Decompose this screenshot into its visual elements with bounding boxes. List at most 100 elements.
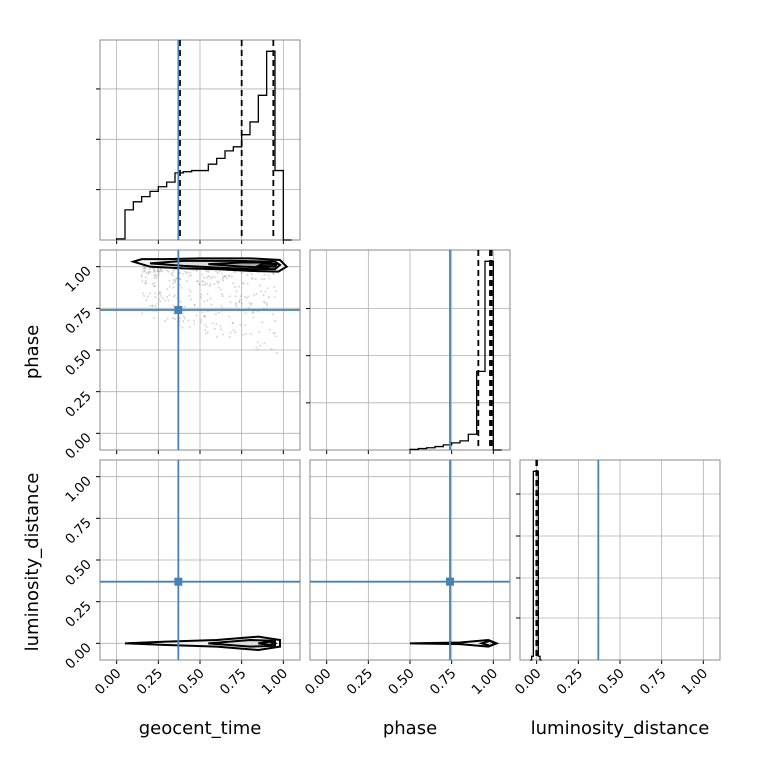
scatter-point (206, 275, 209, 278)
scatter-point (172, 304, 175, 307)
scatter-point (166, 288, 169, 291)
scatter-point (218, 280, 221, 283)
scatter-point (171, 274, 174, 277)
scatter-point (249, 332, 252, 335)
scatter-point (153, 270, 156, 273)
scatter-point (190, 298, 193, 301)
scatter-point (260, 277, 263, 280)
scatter-point (153, 269, 156, 272)
scatter-point (270, 348, 273, 351)
scatter-point (145, 299, 148, 302)
x-tick-label: 0.75 (637, 666, 670, 699)
y-tick-label: 1.00 (62, 263, 95, 296)
scatter-point (178, 284, 181, 287)
scatter-point (172, 269, 175, 272)
scatter-point (275, 290, 278, 293)
scatter-point (153, 285, 156, 288)
scatter-point (267, 296, 270, 299)
scatter-point (157, 298, 160, 301)
scatter-point (166, 296, 169, 299)
scatter-point (232, 321, 235, 324)
scatter-point (257, 348, 260, 351)
scatter-point (159, 294, 162, 297)
scatter-point (200, 321, 203, 324)
scatter-point (153, 276, 156, 279)
scatter-point (193, 303, 196, 306)
scatter-point (250, 273, 253, 276)
scatter-point (189, 291, 192, 294)
panel-frame (519, 459, 721, 661)
scatter-point (271, 272, 274, 275)
scatter-point (223, 275, 226, 278)
scatter-point (272, 273, 275, 276)
scatter-point (148, 304, 151, 307)
scatter-point (234, 303, 237, 306)
panel-phase-marginal (306, 249, 511, 454)
contour-fill (208, 640, 275, 647)
scatter-point (259, 284, 262, 287)
scatter-point (263, 273, 266, 276)
scatter-point (252, 311, 255, 314)
scatter-point (147, 270, 150, 273)
scatter-point (148, 268, 151, 271)
scatter-point (272, 332, 275, 335)
scatter-point (210, 277, 213, 280)
scatter-point (188, 288, 191, 291)
scatter-point (228, 275, 231, 278)
scatter-point (207, 270, 210, 273)
scatter-point (208, 275, 211, 278)
scatter-point (146, 295, 149, 298)
scatter-point (189, 274, 192, 277)
scatter-point (262, 294, 265, 297)
scatter-point (157, 272, 160, 275)
panel-geocent-time-vs-luminosity-distance: 0.00 0.25 0.50 0.75 1.00 (62, 459, 301, 672)
scatter-point (185, 272, 188, 275)
scatter-point (211, 275, 214, 278)
x-axis-label-phase: phase (383, 718, 437, 739)
scatter-point (153, 274, 156, 277)
scatter-point (141, 270, 144, 273)
scatter-point (268, 277, 271, 280)
scatter-point (205, 270, 208, 273)
scatter-point (206, 331, 209, 334)
scatter-point (141, 292, 144, 295)
x-tick-label: 0.00 (302, 666, 335, 699)
scatter-point (147, 272, 150, 275)
scatter-point (178, 278, 181, 281)
scatter-point (171, 271, 174, 274)
scatter-point (140, 275, 143, 278)
scatter-point (160, 269, 163, 272)
scatter-point (154, 305, 157, 308)
scatter-point (188, 274, 191, 277)
x-tick-label: 0.50 (595, 666, 628, 699)
y-tick-label: 0.50 (62, 557, 95, 590)
x-axis-label-luminosity-distance: luminosity_distance (531, 718, 710, 739)
scatter-point (255, 346, 258, 349)
scatter-point (144, 281, 147, 284)
scatter-point (198, 282, 201, 285)
scatter-point (225, 274, 228, 277)
scatter-point (274, 335, 277, 338)
scatter-point (187, 319, 190, 322)
scatter-point (209, 283, 212, 286)
scatter-point (238, 301, 241, 304)
y-axis-label-phase: phase (22, 325, 43, 379)
scatter-point (154, 274, 157, 277)
scatter-point (157, 270, 160, 273)
scatter-point (149, 292, 152, 295)
scatter-point (235, 290, 238, 293)
scatter-point (202, 314, 205, 317)
scatter-point (182, 273, 185, 276)
scatter-point (204, 281, 207, 284)
x-tick-label: 0.50 (175, 666, 208, 699)
panel-luminosity-distance-marginal (516, 459, 721, 664)
scatter-point (154, 296, 157, 299)
scatter-point (166, 269, 169, 272)
scatter-point (273, 331, 276, 334)
scatter-point (214, 313, 217, 316)
scatter-point (204, 323, 207, 326)
scatter-point (239, 323, 242, 326)
scatter-point (252, 316, 255, 319)
scatter-point (268, 328, 271, 331)
